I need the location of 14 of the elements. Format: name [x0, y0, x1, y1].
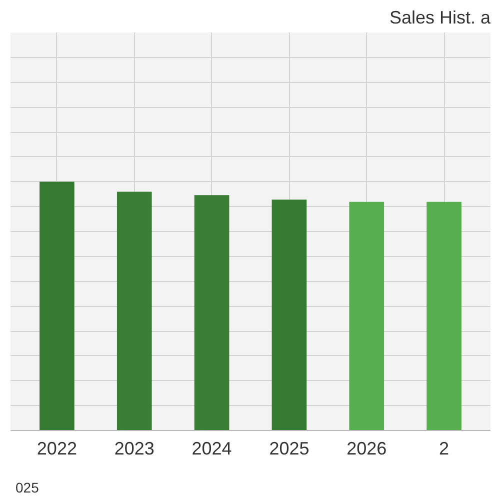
x-tick-label: 2024: [192, 438, 232, 458]
x-tick-label: 2022: [36, 438, 77, 458]
chart-title: Sales Hist. a: [389, 8, 492, 28]
text: 025: [16, 480, 40, 496]
bar: [116, 192, 152, 430]
bar: [426, 202, 462, 430]
bar: [40, 182, 74, 430]
x-tick-label: 2023: [114, 438, 154, 458]
x-tick-label: 2025: [269, 438, 310, 458]
x-tick-label: 2: [439, 438, 450, 458]
x-tick-label: 2026: [346, 438, 387, 458]
bar: [194, 195, 230, 430]
bar: [272, 200, 307, 430]
bar: [349, 202, 384, 430]
